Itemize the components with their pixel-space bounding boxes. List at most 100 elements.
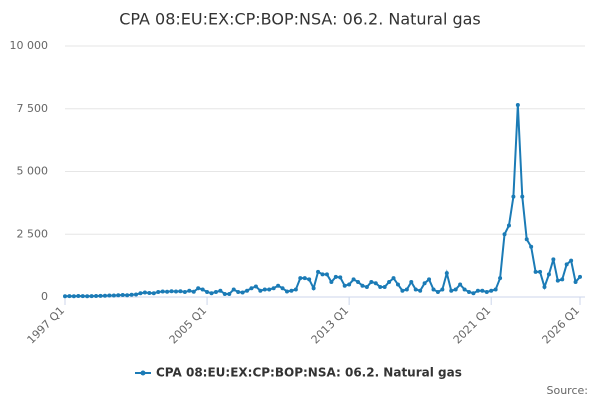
point — [271, 286, 276, 291]
y-tick-label: 5 000 — [17, 165, 49, 178]
point — [98, 293, 103, 298]
point — [538, 269, 543, 274]
point — [440, 287, 445, 292]
point — [267, 287, 272, 292]
y-tick-label: 2 500 — [17, 227, 49, 240]
point — [196, 286, 201, 291]
point — [551, 257, 556, 262]
point — [178, 289, 183, 294]
source-label: Source: — [547, 384, 589, 397]
y-tick-label: 10 000 — [10, 39, 49, 52]
point — [169, 289, 174, 294]
point — [369, 279, 374, 284]
point — [209, 291, 214, 296]
point — [449, 288, 454, 293]
point — [173, 289, 178, 294]
x-tick-label: 2013 Q1 — [309, 304, 352, 347]
legend-label: CPA 08:EU:EX:CP:BOP:NSA: 06.2. Natural g… — [156, 366, 462, 380]
point — [475, 288, 480, 293]
point — [231, 287, 236, 292]
point — [560, 277, 565, 282]
point — [76, 293, 81, 298]
point — [298, 276, 303, 281]
point — [289, 288, 294, 293]
point — [444, 271, 449, 276]
point — [564, 262, 569, 267]
point — [227, 291, 232, 296]
point — [391, 276, 396, 281]
point — [89, 294, 94, 299]
point — [156, 289, 161, 294]
point — [302, 276, 307, 281]
point — [480, 288, 485, 293]
point — [67, 294, 72, 299]
point — [102, 293, 107, 298]
point — [395, 282, 400, 287]
point — [280, 286, 285, 291]
point — [258, 288, 263, 293]
point — [142, 290, 147, 295]
point — [364, 284, 369, 289]
point — [489, 288, 494, 293]
point — [404, 287, 409, 292]
point — [520, 194, 525, 199]
point — [378, 284, 383, 289]
point — [311, 286, 316, 291]
point — [165, 289, 170, 294]
point — [356, 279, 361, 284]
point — [138, 291, 143, 296]
point — [307, 277, 312, 282]
point — [498, 276, 503, 281]
point — [151, 291, 156, 296]
point — [213, 289, 218, 294]
point — [484, 289, 489, 294]
point — [515, 102, 520, 107]
point — [134, 292, 139, 297]
point — [529, 244, 534, 249]
point — [329, 279, 334, 284]
x-tick-label: 2021 Q1 — [451, 304, 494, 347]
point — [502, 232, 507, 237]
point — [187, 288, 192, 293]
legend-item: CPA 08:EU:EX:CP:BOP:NSA: 06.2. Natural g… — [135, 366, 462, 380]
point — [80, 294, 85, 299]
point — [85, 294, 90, 299]
point — [471, 291, 476, 296]
point — [382, 284, 387, 289]
point — [333, 274, 338, 279]
point — [351, 277, 356, 282]
point — [262, 287, 267, 292]
point — [324, 272, 329, 277]
point — [116, 293, 121, 298]
point — [236, 289, 241, 294]
point — [569, 258, 574, 263]
point — [546, 272, 551, 277]
point — [422, 281, 427, 286]
point — [191, 289, 196, 294]
x-tick-label: 2005 Q1 — [167, 304, 210, 347]
point — [205, 289, 210, 294]
y-tick-label: 0 — [41, 290, 48, 303]
point — [125, 293, 130, 298]
point — [400, 288, 405, 293]
point — [453, 287, 458, 292]
point — [160, 289, 165, 294]
point — [222, 291, 227, 296]
series-line — [64, 104, 581, 298]
point — [94, 293, 99, 298]
x-tick-label: 2026 Q1 — [540, 304, 583, 347]
point — [542, 284, 547, 289]
point — [347, 282, 352, 287]
point — [511, 194, 516, 199]
point — [418, 288, 423, 293]
point — [578, 274, 582, 279]
point — [182, 289, 187, 294]
point — [506, 223, 511, 228]
point — [427, 277, 432, 282]
point — [200, 287, 205, 292]
point — [249, 286, 254, 291]
point — [373, 281, 378, 286]
point — [71, 294, 76, 299]
